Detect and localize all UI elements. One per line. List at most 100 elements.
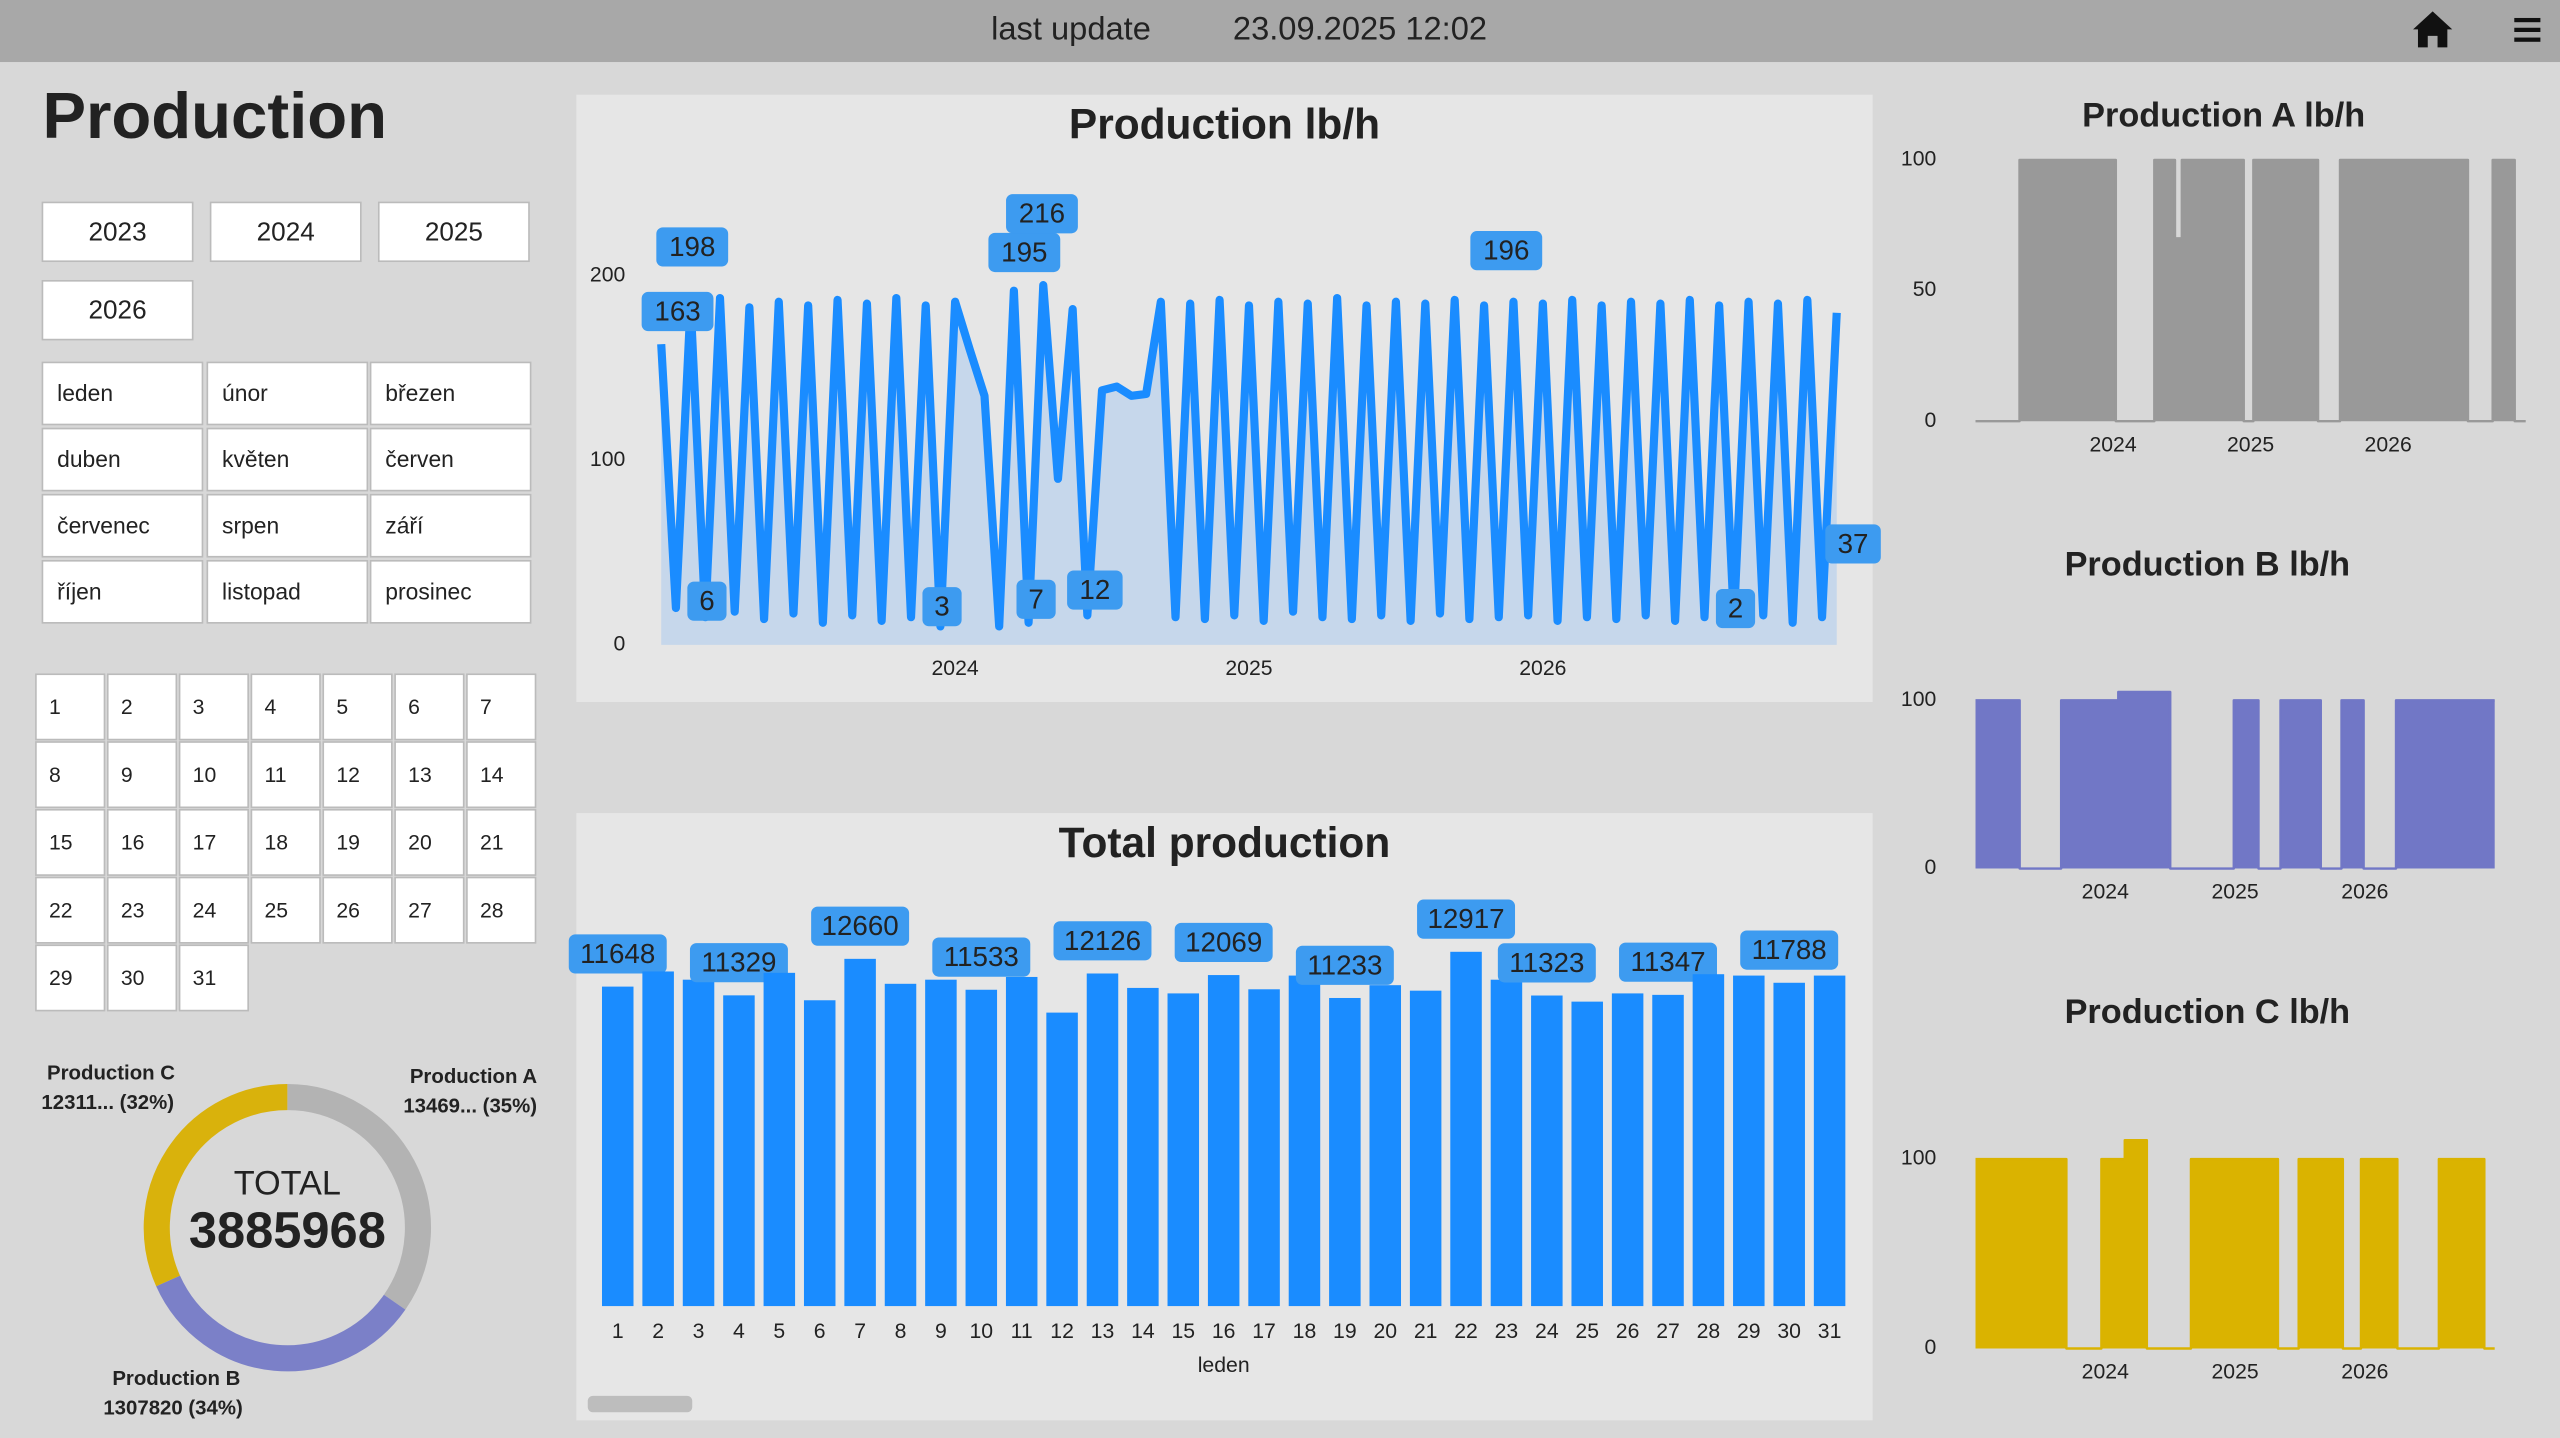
day-button[interactable] bbox=[35, 876, 106, 944]
day-button-label: 9 bbox=[121, 764, 133, 787]
bar bbox=[1086, 973, 1119, 1307]
y-tick-label: 100 bbox=[1901, 1147, 1936, 1170]
day-button[interactable] bbox=[106, 944, 178, 1012]
bar bbox=[642, 971, 674, 1307]
month-button-label: listopad bbox=[222, 578, 301, 604]
data-label-box bbox=[988, 232, 1061, 273]
bar bbox=[1813, 975, 1846, 1307]
x-tick-label: 2026 bbox=[2341, 881, 2388, 904]
y-tick-label: 0 bbox=[613, 632, 625, 655]
day-button[interactable] bbox=[250, 808, 321, 876]
day-button-label: 10 bbox=[193, 764, 217, 787]
month-button[interactable] bbox=[369, 427, 532, 492]
day-button[interactable] bbox=[178, 673, 249, 741]
data-label-box bbox=[1715, 588, 1756, 629]
month-button[interactable] bbox=[369, 493, 532, 558]
day-button[interactable] bbox=[178, 741, 249, 809]
day-button-label: 14 bbox=[480, 764, 504, 787]
year-button[interactable] bbox=[209, 201, 362, 263]
home-icon[interactable] bbox=[2413, 11, 2453, 48]
day-button[interactable] bbox=[394, 808, 465, 876]
day-button[interactable] bbox=[106, 808, 178, 876]
day-button[interactable] bbox=[466, 808, 537, 876]
year-button-label: 2024 bbox=[257, 216, 315, 246]
day-button[interactable] bbox=[250, 741, 321, 809]
day-button[interactable] bbox=[322, 741, 393, 809]
data-label-box bbox=[1295, 945, 1394, 985]
data-label: 163 bbox=[654, 295, 700, 326]
bar bbox=[763, 972, 796, 1307]
bar bbox=[1207, 975, 1240, 1307]
data-label: 2 bbox=[1728, 592, 1743, 623]
month-button[interactable] bbox=[41, 361, 204, 426]
day-button[interactable] bbox=[106, 673, 178, 741]
day-button[interactable] bbox=[466, 673, 537, 741]
day-button[interactable] bbox=[466, 876, 537, 944]
month-button[interactable] bbox=[206, 361, 369, 426]
x-tick-label: 3 bbox=[693, 1320, 705, 1343]
x-tick-label: 30 bbox=[1777, 1320, 1801, 1343]
x-tick-label: 2026 bbox=[2365, 433, 2412, 456]
month-button[interactable] bbox=[206, 427, 369, 492]
day-button[interactable] bbox=[178, 944, 249, 1012]
day-button[interactable] bbox=[250, 876, 321, 944]
month-button[interactable] bbox=[41, 493, 204, 558]
day-button[interactable] bbox=[35, 944, 106, 1012]
slice-name: Production B bbox=[112, 1368, 240, 1390]
data-label-box bbox=[687, 581, 727, 621]
day-button[interactable] bbox=[106, 876, 178, 944]
bar bbox=[1773, 982, 1805, 1307]
day-button-label: 8 bbox=[49, 764, 61, 787]
day-button[interactable] bbox=[466, 741, 537, 809]
scrollbar[interactable] bbox=[587, 1395, 693, 1413]
month-button-label: září bbox=[385, 512, 424, 538]
month-button-label: srpen bbox=[222, 512, 279, 538]
month-button[interactable] bbox=[206, 493, 369, 558]
month-button[interactable] bbox=[369, 559, 532, 624]
data-label-box bbox=[1006, 194, 1078, 234]
month-button[interactable] bbox=[206, 559, 369, 624]
year-button[interactable] bbox=[41, 201, 194, 263]
data-label: 11788 bbox=[1752, 934, 1827, 965]
day-button[interactable] bbox=[250, 673, 321, 741]
chart-title: Production lb/h bbox=[1069, 101, 1380, 148]
x-tick-label: 2026 bbox=[1519, 657, 1566, 680]
year-button[interactable] bbox=[377, 201, 530, 263]
x-tick-label: 2024 bbox=[2082, 1361, 2129, 1384]
day-button[interactable] bbox=[322, 808, 393, 876]
month-button[interactable] bbox=[41, 427, 204, 492]
day-button[interactable] bbox=[322, 876, 393, 944]
day-button[interactable] bbox=[322, 673, 393, 741]
x-tick-label: 2024 bbox=[2089, 433, 2136, 456]
bar bbox=[1571, 1001, 1603, 1307]
x-tick-label: 17 bbox=[1252, 1320, 1276, 1343]
day-button[interactable] bbox=[178, 876, 249, 944]
month-button-label: duben bbox=[57, 446, 121, 472]
x-tick-label: 6 bbox=[814, 1320, 826, 1343]
day-button[interactable] bbox=[35, 741, 106, 809]
x-tick-label: 26 bbox=[1616, 1320, 1640, 1343]
menu-icon[interactable] bbox=[2514, 17, 2541, 42]
day-button[interactable] bbox=[106, 741, 178, 809]
x-tick-label: 11 bbox=[1011, 1320, 1033, 1343]
month-button[interactable] bbox=[369, 361, 532, 426]
year-button[interactable] bbox=[41, 279, 194, 341]
bar bbox=[1005, 976, 1038, 1307]
day-button-label: 5 bbox=[336, 696, 348, 719]
day-button-label: 26 bbox=[336, 899, 360, 922]
data-label-box bbox=[656, 227, 729, 267]
slice-value-label: 12311... (32%) bbox=[41, 1092, 174, 1114]
day-button-label: 30 bbox=[121, 967, 145, 990]
day-button[interactable] bbox=[35, 808, 106, 876]
chart-title: Production B lb/h bbox=[2065, 546, 2351, 584]
month-button-label: březen bbox=[385, 380, 455, 406]
day-button[interactable] bbox=[35, 673, 106, 741]
day-button[interactable] bbox=[394, 741, 465, 809]
day-button-label: 11 bbox=[264, 764, 286, 787]
month-button[interactable] bbox=[41, 559, 204, 624]
day-button[interactable] bbox=[178, 808, 249, 876]
x-tick-label: 24 bbox=[1535, 1320, 1559, 1343]
bar bbox=[1692, 974, 1725, 1307]
day-button[interactable] bbox=[394, 673, 465, 741]
day-button[interactable] bbox=[394, 876, 465, 944]
